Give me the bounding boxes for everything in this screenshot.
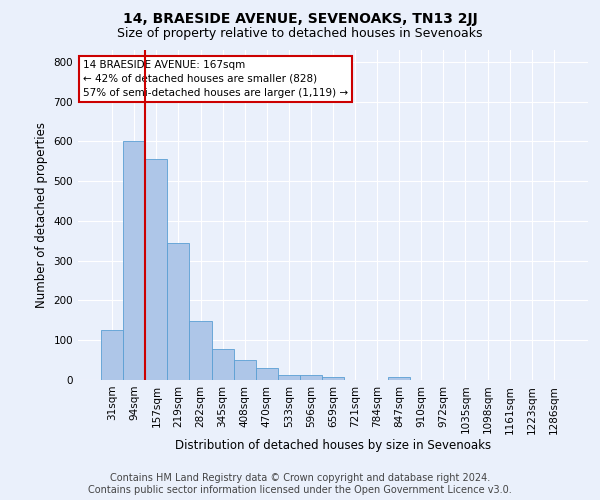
Bar — [278, 375, 300, 380]
Bar — [101, 330, 123, 380]
Bar — [300, 375, 322, 380]
Bar — [233, 360, 256, 380]
Bar — [123, 142, 145, 380]
Y-axis label: Number of detached properties: Number of detached properties — [35, 122, 48, 308]
Bar — [388, 377, 410, 380]
X-axis label: Distribution of detached houses by size in Sevenoaks: Distribution of detached houses by size … — [175, 439, 491, 452]
Text: 14, BRAESIDE AVENUE, SEVENOAKS, TN13 2JJ: 14, BRAESIDE AVENUE, SEVENOAKS, TN13 2JJ — [122, 12, 478, 26]
Bar — [167, 243, 190, 380]
Bar — [256, 368, 278, 380]
Text: Size of property relative to detached houses in Sevenoaks: Size of property relative to detached ho… — [117, 28, 483, 40]
Bar — [322, 377, 344, 380]
Text: Contains HM Land Registry data © Crown copyright and database right 2024.
Contai: Contains HM Land Registry data © Crown c… — [88, 474, 512, 495]
Text: 14 BRAESIDE AVENUE: 167sqm
← 42% of detached houses are smaller (828)
57% of sem: 14 BRAESIDE AVENUE: 167sqm ← 42% of deta… — [83, 60, 348, 98]
Bar — [190, 321, 212, 380]
Bar — [145, 160, 167, 380]
Bar — [212, 350, 233, 380]
